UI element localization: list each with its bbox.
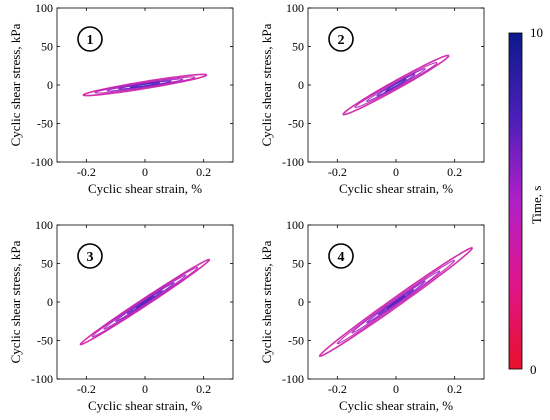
panel-4: -0.2 0 0.2 100 50 0 -50 -100 Cyclic shear strain… (259, 218, 485, 413)
loop-series (135, 295, 155, 309)
x-tick-label: 0.2 (447, 382, 462, 396)
y-tick-label: 0 (298, 78, 304, 92)
y-tick-label: -100 (282, 372, 304, 386)
panel-id-badge (328, 26, 354, 52)
panel-id-badge (328, 243, 354, 269)
loop-series (366, 68, 426, 102)
loop-series (82, 73, 208, 97)
loops (79, 258, 211, 346)
y-tick-label: -100 (31, 155, 53, 169)
loop-series (91, 266, 199, 338)
y-tick-label: 50 (292, 257, 304, 271)
loop-series (129, 82, 161, 88)
x-tick-label: 0.2 (196, 382, 211, 396)
x-tick-label: -0.2 (77, 165, 96, 179)
x-tick-label: -0.2 (77, 382, 96, 396)
loop-series (114, 282, 175, 322)
x-axis-label: Cyclic shear strain, % (339, 181, 453, 196)
panel-3: -0.2 0 0.2 100 50 0 -50 -100 Cyclic shear strain… (8, 218, 234, 413)
loop-series (103, 274, 187, 330)
loop-series (351, 270, 441, 334)
y-tick-label: -50 (288, 117, 304, 131)
x-tick-label: 0 (393, 382, 399, 396)
panel-id-badge (77, 26, 103, 52)
panel-id-label: 4 (338, 250, 345, 265)
y-tick-label: 0 (298, 295, 304, 309)
y-tick-label: -50 (288, 334, 304, 348)
loop-series (377, 288, 414, 316)
y-tick-label: 50 (41, 257, 53, 271)
colorbar: 10 0 Time, s (508, 25, 544, 377)
colorbar-gradient (508, 32, 523, 370)
loop-series (94, 76, 196, 94)
loops (342, 54, 450, 116)
loops (82, 73, 208, 97)
y-tick-label: 100 (286, 1, 304, 15)
loop-series (366, 280, 426, 324)
panel-2: -0.2 0 0.2 100 50 0 -50 -100 Cyclic shear strain… (259, 1, 485, 196)
x-axis-label: Cyclic shear strain, % (88, 398, 202, 413)
y-tick-label: -50 (37, 334, 53, 348)
y-axis-label: Cyclic shear stress, kPa (259, 23, 274, 146)
panel-id-label: 2 (338, 33, 345, 48)
loop-series (354, 61, 438, 109)
panel-id-badge (77, 243, 103, 269)
y-axis-label: Cyclic shear stress, kPa (8, 23, 23, 146)
x-tick-label: 0 (393, 165, 399, 179)
x-tick-label: 0 (142, 382, 148, 396)
panel-id-label: 1 (87, 33, 94, 48)
y-tick-label: 100 (35, 1, 53, 15)
loops (318, 246, 474, 358)
loop-series (386, 295, 406, 309)
y-tick-label: 50 (41, 40, 53, 54)
loop-series (106, 78, 184, 92)
loop-series (318, 246, 474, 358)
loop-series (342, 54, 450, 116)
x-tick-label: 0.2 (196, 165, 211, 179)
y-tick-label: 100 (286, 218, 304, 232)
y-axis-label: Cyclic shear stress, kPa (259, 240, 274, 363)
y-tick-label: -100 (31, 372, 53, 386)
y-axis-label: Cyclic shear stress, kPa (8, 240, 23, 363)
panel-id-label: 3 (87, 250, 94, 265)
y-tick-label: 0 (47, 295, 53, 309)
x-tick-label: -0.2 (328, 165, 347, 179)
panel-1: -0.2 0 0.2 100 50 0 -50 -100 Cyclic shear strain… (8, 1, 234, 196)
x-tick-label: 0 (142, 165, 148, 179)
x-tick-label: -0.2 (328, 382, 347, 396)
y-tick-label: 100 (35, 218, 53, 232)
x-tick-label: 0.2 (447, 165, 462, 179)
loop-series (384, 78, 407, 92)
colorbar-max-label: 10 (530, 25, 543, 40)
y-tick-label: 0 (47, 78, 53, 92)
y-tick-label: 50 (292, 40, 304, 54)
x-axis-label: Cyclic shear strain, % (88, 181, 202, 196)
colorbar-title: Time, s (529, 186, 544, 225)
loop-series (376, 73, 416, 97)
y-tick-label: -100 (282, 155, 304, 169)
x-axis-label: Cyclic shear strain, % (339, 398, 453, 413)
loop-series (336, 259, 456, 345)
loop-series (79, 258, 211, 346)
y-tick-label: -50 (37, 117, 53, 131)
colorbar-min-label: 0 (530, 362, 537, 377)
